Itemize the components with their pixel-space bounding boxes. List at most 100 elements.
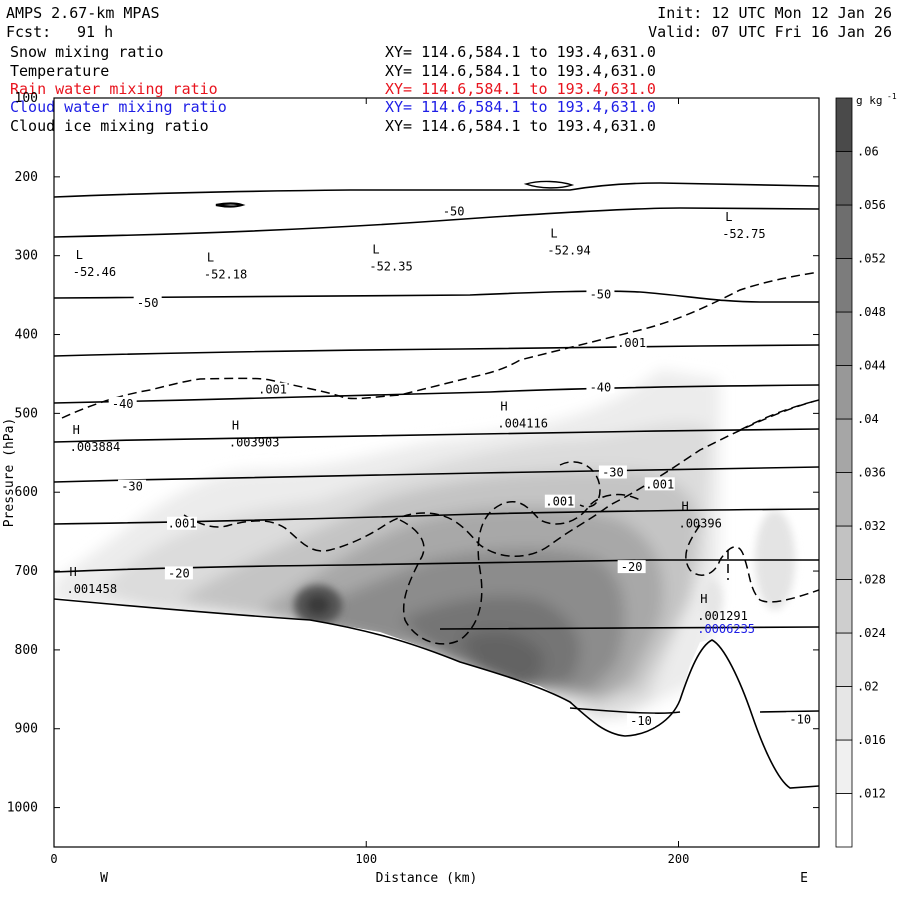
contour-label-bg: [544, 494, 575, 508]
extremum-value: -52.35: [369, 260, 412, 274]
contour-label-bg: [644, 477, 675, 491]
west-label: W: [100, 871, 108, 886]
colorbar-swatch: [835, 686, 853, 741]
extremum-value: .004116: [497, 416, 548, 430]
extremum-value: .00396: [678, 517, 721, 531]
mixing-ratio-contour-label: .001: [168, 517, 197, 531]
low-marker: L: [372, 243, 379, 257]
extremum-value: .0006235: [697, 622, 755, 636]
temperature-contour-label: -50: [137, 296, 159, 310]
valid-time: Valid: 07 UTC Fri 16 Jan 26: [648, 23, 892, 41]
temperature-contour-label: -10: [630, 714, 652, 728]
dashed-contours: [61, 271, 819, 645]
contour-label-bg: [439, 204, 468, 218]
x-tick-label: 200: [668, 852, 690, 866]
mixing-ratio-contour-label: .001: [258, 383, 287, 397]
mixing-ratio-contour-label: .001: [617, 336, 646, 350]
colorbar-unit: g kg: [856, 94, 883, 107]
extremum-value: -52.75: [722, 227, 765, 241]
contour-label-bg: [164, 566, 193, 580]
contour-label-bg: [118, 479, 147, 493]
contour-label-bg: [617, 560, 646, 574]
y-axis-label: Pressure (hPa): [2, 418, 17, 528]
colorbar-tick-label: .024: [857, 626, 886, 640]
field-xy: XY= 114.6,584.1 to 193.4,631.0: [385, 62, 656, 80]
colorbar-tick-label: .04: [857, 412, 879, 426]
y-tick-label: 600: [15, 485, 38, 500]
field-xy: XY= 114.6,584.1 to 193.4,631.0: [385, 80, 656, 98]
contour-label-bg: [108, 396, 137, 410]
extremum-value: .001458: [66, 582, 117, 596]
colorbar-tick-label: .012: [857, 787, 886, 801]
colorbar-tick-label: .048: [857, 305, 886, 319]
high-marker: H: [232, 418, 239, 432]
colorbar-swatch: [835, 632, 853, 687]
axes: 0 100 2001002003004005006007008009001000Di…: [2, 91, 819, 886]
temperature-contour-label: -20: [168, 566, 190, 580]
field-name: Snow mixing ratio: [10, 43, 164, 61]
colorbar-tick-label: .052: [857, 252, 886, 266]
colorbar-swatch: [835, 739, 853, 794]
colorbar-tick-label: .02: [857, 680, 879, 694]
colorbar-swatch: [835, 204, 853, 259]
field-name: Cloud ice mixing ratio: [10, 117, 209, 135]
y-tick-label: 700: [15, 564, 38, 579]
temperature-contour-label: -10: [789, 712, 811, 726]
extremum-value: -52.18: [204, 267, 247, 281]
colorbar-tick-label: .016: [857, 733, 886, 747]
forecast-label: Fcst:: [6, 23, 52, 41]
temperature-contour-label: -40: [590, 380, 612, 394]
field-name: Rain water mixing ratio: [10, 80, 218, 98]
contour-label-bg: [786, 712, 815, 726]
colorbar-swatch: [835, 472, 853, 527]
east-label: E: [800, 871, 808, 886]
y-tick-label: 500: [15, 406, 38, 421]
contour-label-bg: [586, 287, 615, 301]
contour-label-bg: [257, 382, 288, 396]
contour-label-bg: [616, 336, 647, 350]
y-tick-label: 800: [15, 643, 38, 658]
contour-label-bg: [598, 465, 627, 479]
y-tick-label: 200: [15, 170, 38, 185]
temperature-contour-label: -20: [621, 560, 643, 574]
high-marker: H: [73, 423, 80, 437]
field-name: Cloud water mixing ratio: [10, 98, 227, 116]
low-marker: L: [207, 250, 214, 264]
colorbar-unit-exponent: -1: [887, 92, 897, 101]
high-marker: H: [700, 592, 707, 606]
init-time: Init: 12 UTC Mon 12 Jan 26: [657, 4, 892, 22]
colorbar-swatch: [835, 311, 853, 366]
colorbar-tick-label: .06: [857, 145, 879, 159]
temperature-contour-label: -40: [112, 397, 134, 411]
temperature-contour-label: -50: [443, 205, 465, 219]
shaded-field: [54, 370, 819, 847]
mixing-ratio-contour-label: .001: [645, 477, 674, 491]
high-marker: H: [500, 399, 507, 413]
low-marker: L: [550, 227, 557, 241]
field-xy: XY= 114.6,584.1 to 193.4,631.0: [385, 117, 656, 135]
colorbar: .012 .016 .02 .024 .028 .032 .036 .04 .044 .048 .0…: [835, 92, 897, 848]
colorbar-tick-label: .036: [857, 466, 886, 480]
extremum-value: .003903: [229, 435, 280, 449]
colorbar-swatch: [835, 97, 853, 152]
colorbar-swatch: [835, 151, 853, 206]
x-tick-label: 100: [355, 852, 377, 866]
temperature-contour-label: -30: [602, 466, 624, 480]
colorbar-swatch: [835, 365, 853, 420]
extremum-value: .003884: [70, 440, 121, 454]
annotations: -50 -50 -50 -40 -40 -30 -30 -20 -20 -10 -10 .001 .00…: [66, 204, 815, 728]
x-axis-label: Distance (km): [376, 871, 478, 886]
contour-label-bg: [133, 295, 162, 309]
forecast-hour: 91 h: [77, 23, 114, 41]
low-marker: L: [76, 248, 83, 262]
colorbar-swatch: [835, 418, 853, 473]
colorbar-tick-label: .028: [857, 573, 886, 587]
field-xy: XY= 114.6,584.1 to 193.4,631.0: [385, 98, 656, 116]
temperature-contour-label: -50: [590, 287, 612, 301]
mixing-ratio-contour-label: .001: [545, 495, 574, 509]
field-xy: XY= 114.6,584.1 to 193.4,631.0: [385, 43, 656, 61]
field-name: Temperature: [10, 62, 110, 80]
colorbar-tick-label: .056: [857, 198, 886, 212]
low-marker: L: [725, 210, 732, 224]
